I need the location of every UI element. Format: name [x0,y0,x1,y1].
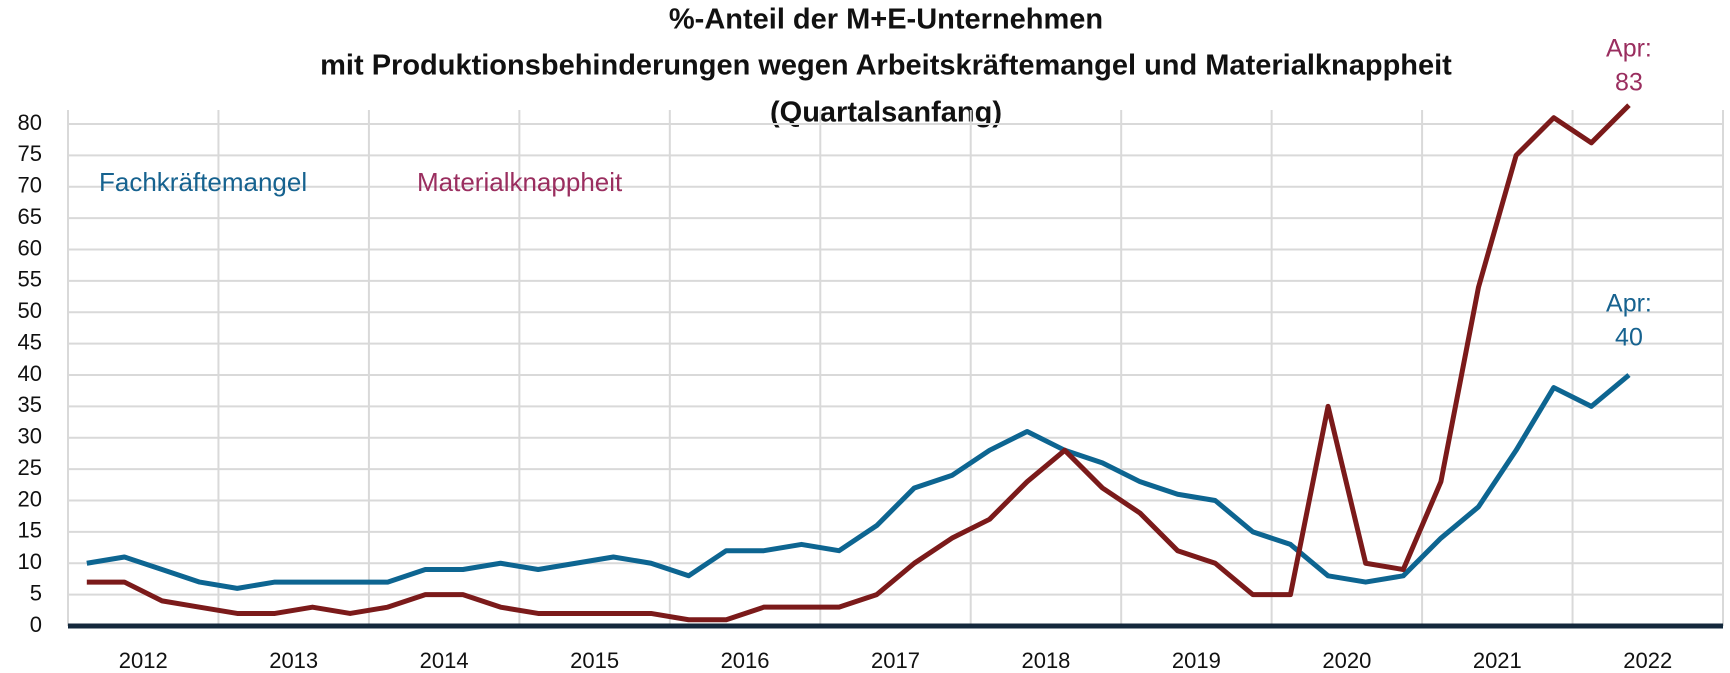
y-tick-label: 25 [18,455,42,480]
y-tick-label: 30 [18,424,42,449]
line-series [86,103,1631,623]
x-tick-label: 2022 [1623,648,1672,673]
x-tick-label: 2012 [119,648,168,673]
chart-title: %-Anteil der M+E-Unternehmen [669,4,1103,36]
annotation: Apr: [1606,35,1652,63]
y-tick-label: 5 [30,580,42,605]
y-tick-label: 80 [18,110,42,135]
y-tick-label: 70 [18,173,42,198]
annotation: 83 [1615,69,1643,97]
y-tick-label: 20 [18,486,42,511]
y-tick-label: 55 [18,267,42,292]
x-tick-label: 2018 [1021,648,1070,673]
x-tick-label: 2015 [570,648,619,673]
legend-label: Materialknappheit [417,167,623,197]
annotation: Apr: [1606,290,1652,318]
y-tick-label: 0 [30,612,42,637]
legend-label: Fachkräftemangel [99,167,307,197]
x-tick-label: 2014 [420,648,469,673]
y-tick-label: 50 [18,298,42,323]
y-tick-label: 40 [18,361,42,386]
x-tick-label: 2013 [269,648,318,673]
x-tick-label: 2021 [1473,648,1522,673]
y-tick-label: 45 [18,329,42,354]
y-tick-label: 10 [18,549,42,574]
y-tick-label: 15 [18,518,42,543]
y-tick-label: 65 [18,204,42,229]
y-tick-label: 60 [18,235,42,260]
x-tick-label: 2020 [1322,648,1371,673]
chart-title: mit Produktionsbehinderungen wegen Arbei… [320,50,1452,82]
x-tick-label: 2019 [1172,648,1221,673]
y-tick-label: 35 [18,392,42,417]
x-tick-label: 2017 [871,648,920,673]
annotation: 40 [1615,324,1643,352]
line-series [86,373,1631,591]
y-tick-label: 75 [18,141,42,166]
x-tick-label: 2016 [721,648,770,673]
